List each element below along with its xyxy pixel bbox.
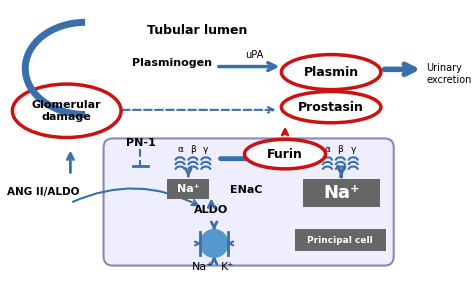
Text: Na⁺: Na⁺ — [177, 184, 200, 194]
FancyBboxPatch shape — [103, 138, 394, 265]
Text: Glomerular
damage: Glomerular damage — [32, 100, 101, 122]
Text: β: β — [337, 145, 343, 154]
Text: ENaC: ENaC — [230, 185, 263, 195]
Text: α: α — [324, 145, 330, 154]
Text: γ: γ — [351, 145, 356, 154]
Circle shape — [201, 230, 228, 257]
Ellipse shape — [282, 92, 381, 123]
Ellipse shape — [12, 84, 121, 137]
Text: Plasmin: Plasmin — [303, 66, 359, 79]
FancyBboxPatch shape — [302, 179, 380, 207]
FancyBboxPatch shape — [167, 179, 210, 199]
Text: Principal cell: Principal cell — [308, 236, 373, 245]
Text: Na⁺: Na⁺ — [323, 184, 360, 202]
Text: K⁺: K⁺ — [220, 262, 234, 272]
Text: β: β — [190, 145, 196, 154]
Text: ANG II/ALDO: ANG II/ALDO — [7, 187, 79, 197]
Text: Tubular lumen: Tubular lumen — [147, 24, 248, 37]
Text: γ: γ — [203, 145, 209, 154]
Text: ALDO: ALDO — [194, 205, 228, 215]
Text: α: α — [177, 145, 183, 154]
Text: Na⁺: Na⁺ — [191, 262, 213, 272]
Text: Urinary
excretion: Urinary excretion — [426, 63, 471, 85]
Text: Furin: Furin — [267, 148, 303, 161]
Ellipse shape — [245, 139, 326, 169]
Text: PN-1: PN-1 — [126, 138, 155, 148]
Text: uPA: uPA — [246, 50, 264, 60]
FancyBboxPatch shape — [295, 229, 386, 251]
Ellipse shape — [282, 55, 381, 90]
Text: Prostasin: Prostasin — [298, 101, 364, 114]
Text: Plasminogen: Plasminogen — [132, 58, 212, 68]
